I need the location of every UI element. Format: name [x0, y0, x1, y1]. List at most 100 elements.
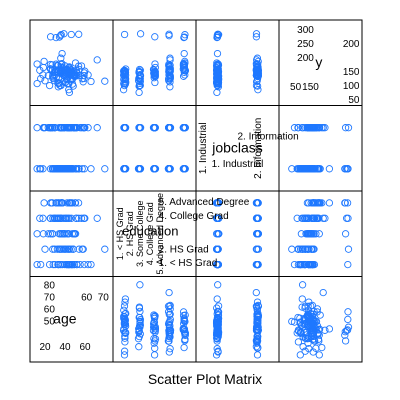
point-2-0 [48, 199, 56, 207]
point-2-3 [344, 245, 353, 253]
edu-level-2: 2. HS Grad [159, 245, 209, 256]
point-1-3 [315, 124, 324, 132]
point-2-0 [49, 230, 57, 238]
point-3-2 [213, 331, 221, 339]
point-3-1 [149, 320, 158, 328]
point-2-3 [341, 199, 349, 207]
point-0-1 [122, 65, 130, 73]
point-1-1 [151, 124, 159, 132]
point-3-1 [136, 318, 144, 326]
point-2-0 [68, 199, 76, 207]
point-3-1 [165, 331, 174, 339]
point-3-1 [121, 317, 129, 326]
point-0-1 [121, 71, 130, 79]
point-1-0 [65, 165, 74, 173]
point-0-1 [151, 70, 159, 78]
point-1-1 [180, 124, 188, 132]
point-2-3 [325, 199, 334, 207]
point-3-1 [121, 298, 129, 306]
point-3-1 [120, 351, 129, 359]
point-2-3 [305, 260, 313, 269]
point-0-2 [252, 56, 261, 64]
point-3-2 [214, 302, 223, 310]
point-2-0 [39, 230, 48, 238]
point-0-2 [214, 60, 222, 68]
point-2-0 [40, 199, 48, 207]
point-3-2 [253, 298, 262, 306]
point-3-3 [294, 313, 302, 322]
point-2-0 [93, 214, 101, 222]
point-3-3 [296, 351, 304, 359]
point-0-1 [165, 65, 173, 73]
point-2-3 [315, 230, 323, 238]
point-3-1 [179, 325, 188, 333]
point-1-1 [121, 124, 129, 132]
point-2-0 [46, 230, 55, 238]
point-0-0 [65, 80, 73, 88]
point-0-0 [55, 79, 63, 88]
point-3-3 [315, 337, 323, 345]
point-3-3 [296, 318, 304, 326]
point-1-0 [70, 124, 78, 132]
point-2-3 [344, 214, 352, 222]
panels-layer [29, 19, 363, 363]
tick-age-40: 40 [59, 342, 71, 353]
point-3-1 [121, 295, 130, 303]
edu-level-rot-3: 3. Some College [135, 200, 145, 267]
tick-y-250: 250 [297, 39, 314, 50]
point-0-2 [214, 65, 222, 73]
point-0-0 [58, 49, 66, 58]
point-0-1 [120, 30, 129, 39]
point-0-2 [252, 33, 261, 41]
point-0-0 [52, 73, 61, 81]
point-0-2 [254, 86, 262, 94]
point-2-3 [294, 245, 302, 253]
point-0-1 [181, 31, 189, 39]
point-0-2 [252, 71, 261, 79]
point-3-2 [254, 323, 262, 331]
jobclass-level-2-rot: 2. Information [253, 118, 264, 179]
point-1-3 [312, 124, 321, 132]
point-3-1 [180, 343, 188, 352]
point-2-0 [60, 230, 68, 238]
point-0-0 [55, 33, 64, 41]
point-0-0 [46, 60, 55, 69]
point-0-1 [135, 88, 143, 97]
point-0-1 [151, 33, 159, 41]
point-0-0 [57, 31, 65, 39]
point-1-1 [135, 165, 144, 173]
point-0-0 [75, 30, 83, 38]
point-1-0 [55, 165, 63, 173]
point-3-2 [254, 301, 262, 310]
point-2-0 [63, 230, 71, 238]
point-3-3 [341, 337, 350, 345]
point-1-3 [315, 165, 323, 173]
panel-3-3 [278, 276, 363, 363]
point-2-2 [214, 230, 223, 238]
point-1-0 [48, 124, 56, 132]
point-3-3 [301, 328, 309, 337]
point-3-1 [121, 310, 129, 318]
point-1-0 [49, 165, 57, 173]
x-axis-title: Scatter Plot Matrix [148, 371, 262, 387]
edu-level-rot-5: 5. Advanced Degree [155, 193, 165, 275]
point-1-3 [299, 124, 307, 132]
point-0-1 [136, 72, 144, 80]
point-3-2 [253, 317, 261, 326]
panel-3-2 [195, 276, 280, 363]
point-2-0 [65, 260, 74, 269]
point-3-3 [288, 317, 296, 326]
point-3-3 [310, 317, 319, 326]
point-3-2 [252, 288, 260, 297]
point-1-1 [166, 124, 175, 132]
point-2-0 [33, 260, 41, 269]
point-3-3 [344, 308, 352, 316]
point-1-3 [306, 165, 314, 173]
point-3-1 [165, 310, 173, 319]
point-1-0 [84, 124, 92, 132]
point-1-3 [301, 165, 309, 173]
point-3-3 [304, 323, 312, 331]
point-0-0 [63, 70, 71, 78]
point-3-1 [135, 313, 143, 322]
point-2-3 [301, 260, 309, 269]
